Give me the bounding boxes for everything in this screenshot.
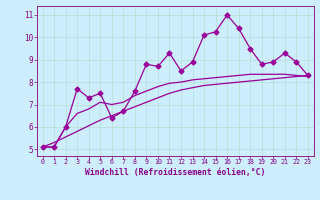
- X-axis label: Windchill (Refroidissement éolien,°C): Windchill (Refroidissement éolien,°C): [85, 168, 265, 177]
